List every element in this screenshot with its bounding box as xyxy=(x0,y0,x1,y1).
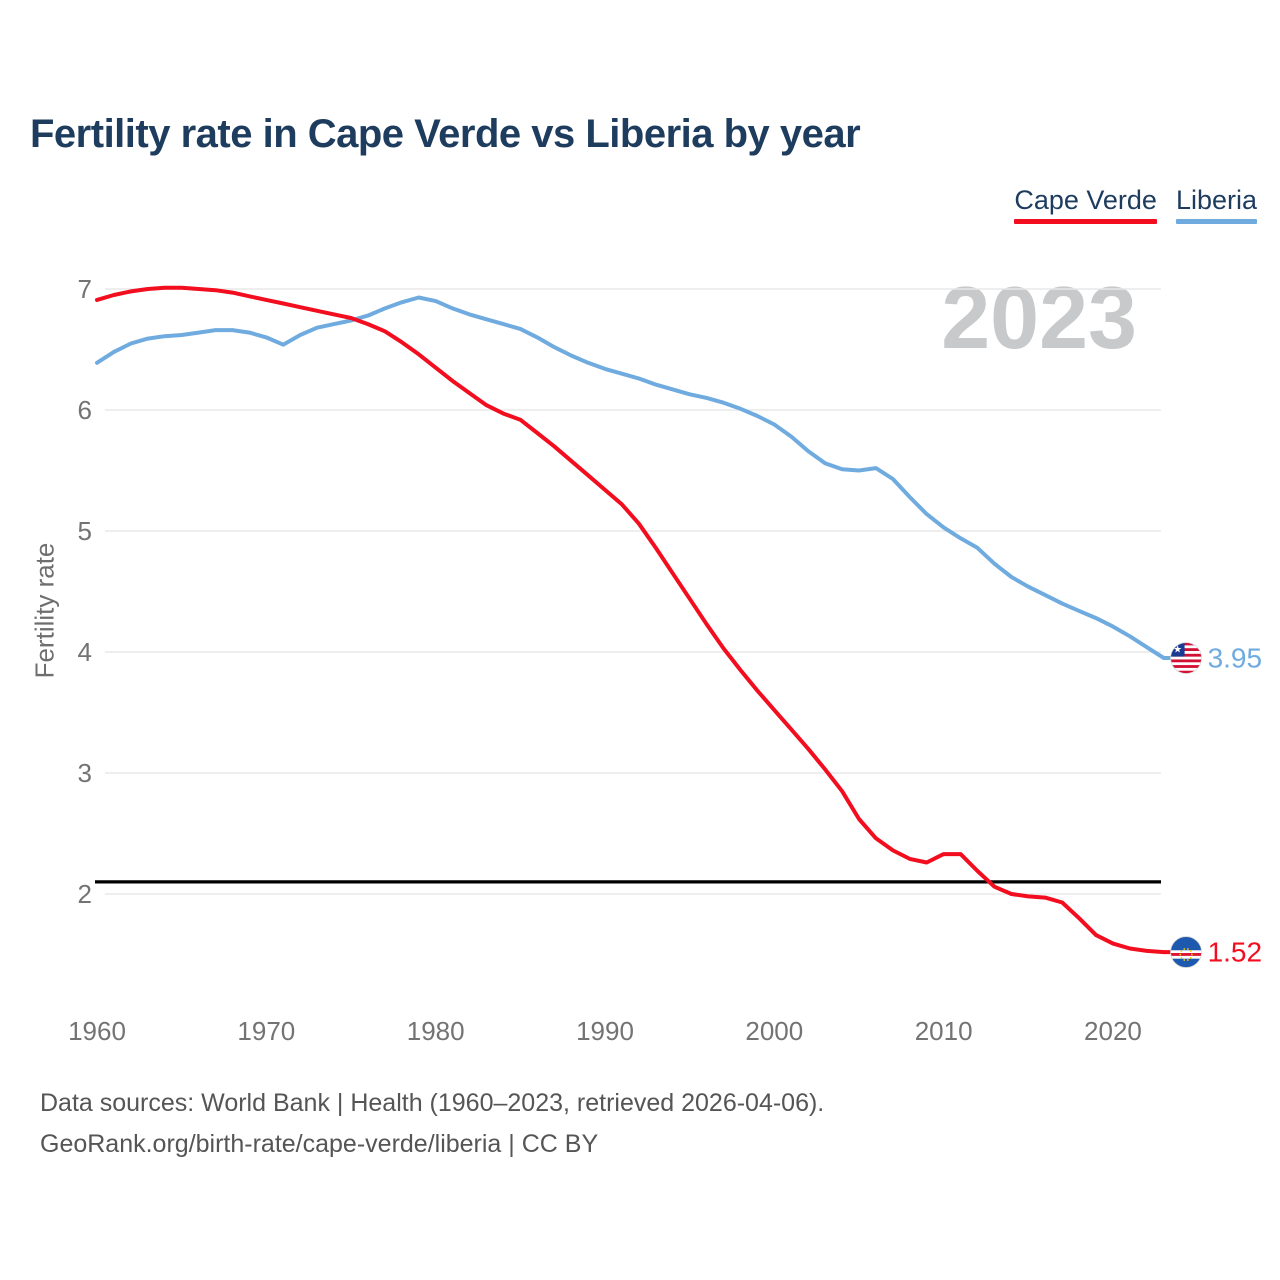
x-tick-label: 2010 xyxy=(915,1016,973,1046)
cape-verde-line[interactable] xyxy=(95,285,1166,955)
footer: Data sources: World Bank | Health (1960–… xyxy=(40,1083,824,1165)
legend-item-cape-verde[interactable]: Cape Verde xyxy=(1014,185,1157,224)
legend: Cape Verde Liberia xyxy=(1014,185,1257,224)
chart-title: Fertility rate in Cape Verde vs Liberia … xyxy=(30,112,861,156)
y-tick-label: 4 xyxy=(78,637,92,667)
cape-verde-flag-icon xyxy=(1170,936,1202,968)
legend-label-cape-verde: Cape Verde xyxy=(1014,185,1157,215)
y-tick-label: 6 xyxy=(78,395,92,425)
x-tick-label: 1990 xyxy=(576,1016,634,1046)
legend-item-liberia[interactable]: Liberia xyxy=(1175,185,1257,224)
x-tick-label: 1980 xyxy=(407,1016,465,1046)
x-tick-label: 1960 xyxy=(68,1016,126,1046)
y-tick-label: 2 xyxy=(78,879,92,909)
liberia-line[interactable] xyxy=(95,295,1166,660)
footer-attribution: GeoRank.org/birth-rate/cape-verde/liberi… xyxy=(40,1130,599,1158)
x-tick-label: 2020 xyxy=(1084,1016,1142,1046)
footer-data-sources: Data sources: World Bank | Health (1960–… xyxy=(40,1089,825,1117)
liberia-flag-icon: ★ xyxy=(1170,642,1202,674)
x-tick-label: 1970 xyxy=(237,1016,295,1046)
y-tick-label: 7 xyxy=(78,274,92,304)
svg-text:★: ★ xyxy=(1173,645,1182,656)
legend-color-bar-liberia xyxy=(1175,219,1257,224)
liberia-end-value: 3.95 xyxy=(1208,643,1263,674)
x-tick-label: 2000 xyxy=(745,1016,803,1046)
cape-verde-end-value: 1.52 xyxy=(1208,937,1263,968)
watermark-year: 2023 xyxy=(941,268,1137,367)
y-tick-label: 3 xyxy=(78,758,92,788)
y-tick-label: 5 xyxy=(78,516,92,546)
legend-color-bar-cape-verde xyxy=(1014,219,1157,224)
liberia-flag-ring xyxy=(1170,642,1202,674)
cape-verde-flag-ring xyxy=(1170,936,1202,968)
legend-label-liberia: Liberia xyxy=(1175,185,1257,215)
